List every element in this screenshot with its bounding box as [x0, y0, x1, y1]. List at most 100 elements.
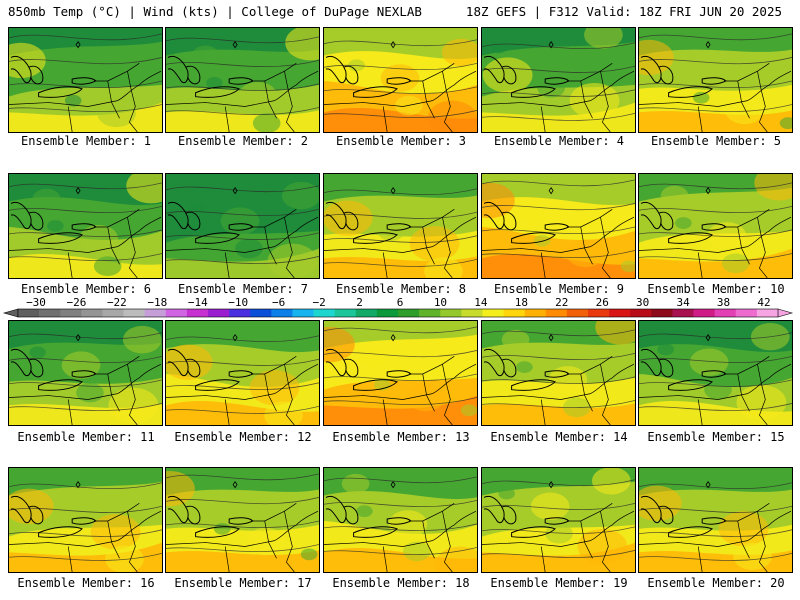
colorbar-swatch — [39, 309, 61, 317]
ensemble-panel-12 — [165, 320, 320, 426]
colorbar-swatch — [566, 309, 589, 317]
ensemble-member-label: Ensemble Member: 9 — [493, 282, 625, 296]
colorbar-border — [17, 308, 779, 318]
ensemble-panel-5 — [638, 27, 793, 133]
ensemble-member-label: Ensemble Member: 4 — [493, 134, 625, 148]
temperature-map-7 — [166, 174, 319, 278]
colorbar-tick-label: −6 — [272, 297, 285, 309]
ensemble-member-label: Ensemble Member: 10 — [647, 282, 785, 296]
ensemble-member-label: Ensemble Member: 20 — [647, 576, 785, 590]
colorbar-swatch — [292, 309, 314, 317]
colorbar-swatch — [376, 309, 399, 317]
ensemble-member-label: Ensemble Member: 14 — [490, 430, 628, 444]
ensemble-panel-14 — [481, 320, 636, 426]
colorbar-swatch — [208, 309, 230, 317]
colorbar-swatch — [714, 309, 737, 317]
ensemble-panel-17 — [165, 467, 320, 573]
ensemble-member-label: Ensemble Member: 2 — [177, 134, 309, 148]
ensemble-member-label: Ensemble Member: 13 — [332, 430, 470, 444]
temperature-map-14 — [482, 321, 635, 425]
ensemble-panel-19 — [481, 467, 636, 573]
colorbar-swatch — [186, 309, 209, 317]
colorbar-swatch — [545, 309, 568, 317]
temperature-map-5 — [639, 28, 792, 132]
ensemble-panel-9 — [481, 173, 636, 279]
colorbar-swatch — [355, 309, 378, 317]
colorbar-swatch — [250, 309, 272, 317]
temperature-map-19 — [482, 468, 635, 572]
colorbar-tick-label: −2 — [312, 297, 325, 309]
ensemble-member-label: Ensemble Member: 12 — [174, 430, 312, 444]
ensemble-panel-1 — [8, 27, 163, 133]
ensemble-member-label: Ensemble Member: 7 — [177, 282, 309, 296]
ensemble-member-label: Ensemble Member: 17 — [174, 576, 312, 590]
colorbar-swatch — [60, 309, 82, 317]
temperature-map-11 — [9, 321, 162, 425]
colorbar-swatch — [482, 309, 504, 317]
colorbar-tick-label: 42 — [757, 297, 770, 309]
temperature-map-17 — [166, 468, 319, 572]
ensemble-member-label: Ensemble Member: 1 — [20, 134, 152, 148]
temperature-map-4 — [482, 28, 635, 132]
colorbar-tick-label: −14 — [188, 297, 208, 309]
colorbar-tick-label: 18 — [515, 297, 528, 309]
ensemble-panel-4 — [481, 27, 636, 133]
colorbar-swatch — [440, 309, 462, 317]
ensemble-panel-13 — [323, 320, 478, 426]
temperature-map-1 — [9, 28, 162, 132]
ensemble-member-label: Ensemble Member: 11 — [17, 430, 155, 444]
colorbar-swatch — [524, 309, 547, 317]
colorbar-tick-label: −18 — [147, 297, 167, 309]
colorbar-swatch — [18, 309, 40, 317]
ensemble-member-label: Ensemble Member: 16 — [17, 576, 155, 590]
ensemble-panel-10 — [638, 173, 793, 279]
ensemble-panel-8 — [323, 173, 478, 279]
colorbar-tick-label: 6 — [397, 297, 404, 309]
colorbar-swatch — [693, 309, 715, 317]
ensemble-panel-2 — [165, 27, 320, 133]
colorbar-swatch — [81, 309, 103, 317]
temperature-map-9 — [482, 174, 635, 278]
temperature-map-2 — [166, 28, 319, 132]
temperature-map-3 — [324, 28, 477, 132]
colorbar-swatch — [165, 309, 188, 317]
ensemble-panel-16 — [8, 467, 163, 573]
ensemble-panel-18 — [323, 467, 478, 573]
colorbar-swatch — [651, 309, 673, 317]
colorbar-svg: −30 −26 −22 −18 −14 −10 −6 −2 2 6 10 14 18 22 26 30 34 38… — [2, 297, 794, 318]
ensemble-member-label: Ensemble Member: 3 — [335, 134, 467, 148]
colorbar-swatch — [609, 309, 631, 317]
ensemble-member-label: Ensemble Member: 6 — [20, 282, 152, 296]
temperature-colorbar: −30 −26 −22 −18 −14 −10 −6 −2 2 6 10 14 18 22 26 30 34 38… — [0, 297, 800, 321]
colorbar-swatch — [313, 309, 335, 317]
colorbar-tick-label: 38 — [717, 297, 730, 309]
colorbar-tick-label: 22 — [555, 297, 568, 309]
colorbar-tick-label: 2 — [356, 297, 363, 309]
colorbar-swatch — [419, 309, 441, 317]
colorbar-tick-label: 14 — [474, 297, 488, 309]
colorbar-swatch — [503, 309, 525, 317]
ensemble-panel-20 — [638, 467, 793, 573]
colorbar-swatch — [398, 309, 420, 317]
colorbar-swatch — [756, 309, 779, 317]
colorbar-tick-label: −10 — [228, 297, 248, 309]
colorbar-max-arrow — [777, 308, 794, 318]
colorbar-swatch — [229, 309, 251, 317]
ensemble-panel-3 — [323, 27, 478, 133]
colorbar-min-arrow — [2, 308, 19, 318]
colorbar-tick-label: 34 — [676, 297, 690, 309]
colorbar-swatch — [630, 309, 652, 317]
colorbar-tick-label: −26 — [67, 297, 87, 309]
colorbar-swatch — [123, 309, 145, 317]
ensemble-panel-6 — [8, 173, 163, 279]
temperature-map-10 — [639, 174, 792, 278]
temperature-map-16 — [9, 468, 162, 572]
model-run-info: 18Z GEFS | F312 Valid: 18Z FRI JUN 20 20… — [465, 4, 782, 19]
ensemble-panel-11 — [8, 320, 163, 426]
colorbar-swatch — [102, 309, 124, 317]
temperature-map-12 — [166, 321, 319, 425]
map-title: 850mb Temp (°C) | Wind (kts) | College o… — [8, 4, 422, 19]
temperature-map-8 — [324, 174, 477, 278]
temperature-map-13 — [324, 321, 477, 425]
colorbar-tick-label: −30 — [26, 297, 46, 309]
